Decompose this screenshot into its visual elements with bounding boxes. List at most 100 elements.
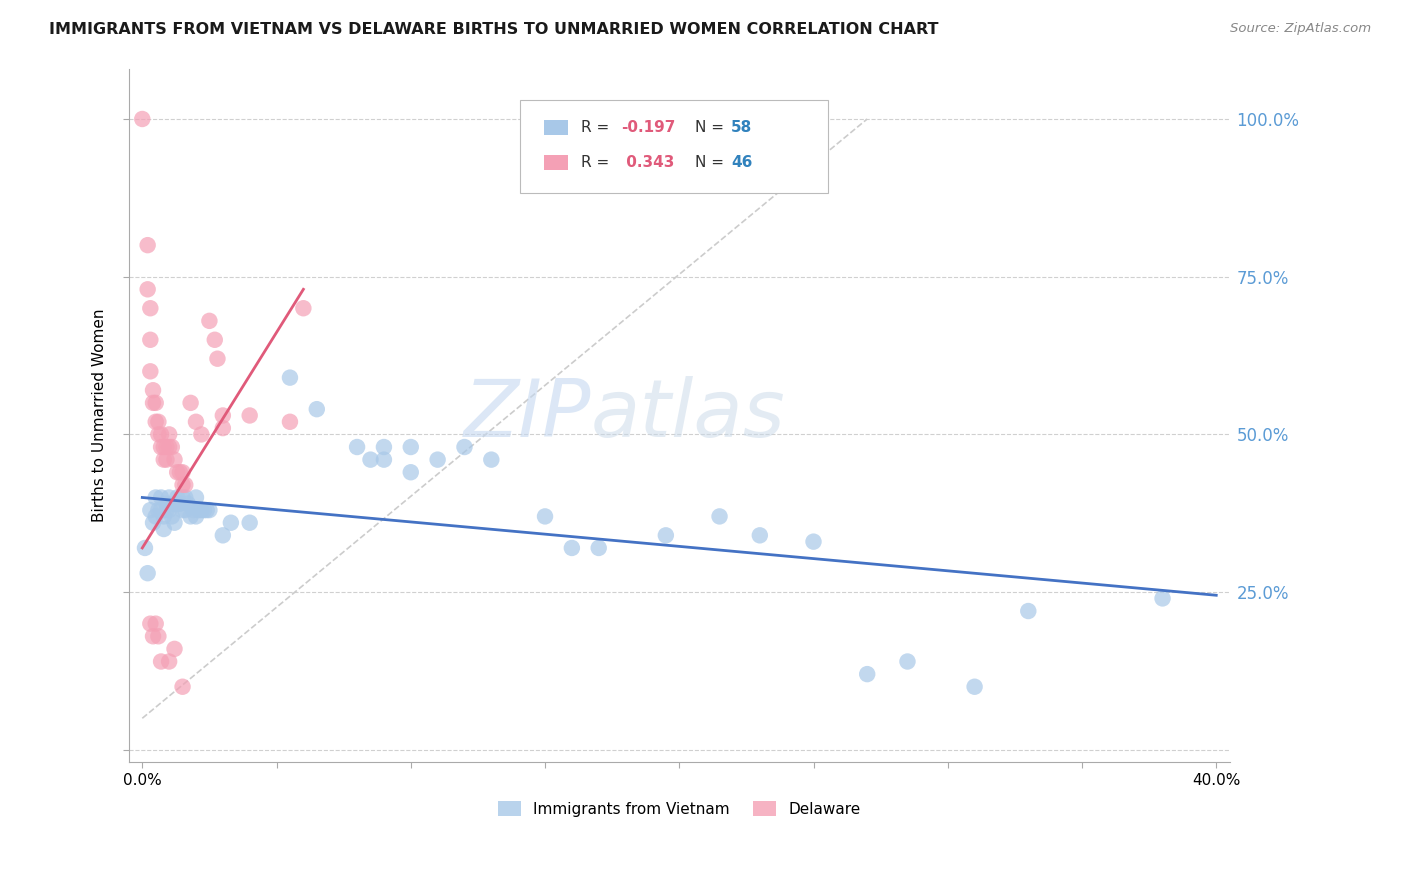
- Point: [180, 509, 202, 524]
- Text: R =: R =: [581, 120, 614, 135]
- Point: [172, 680, 194, 694]
- Point: [190, 503, 212, 517]
- Point: [145, 396, 167, 410]
- Point: [169, 497, 191, 511]
- Point: [150, 440, 173, 454]
- Text: 46: 46: [731, 154, 752, 169]
- Point: [172, 465, 194, 479]
- Point: [131, 112, 153, 126]
- Point: [479, 452, 502, 467]
- Point: [219, 516, 242, 530]
- FancyBboxPatch shape: [544, 120, 568, 135]
- Point: [896, 655, 918, 669]
- Point: [160, 509, 183, 524]
- Point: [174, 491, 197, 505]
- Point: [198, 503, 221, 517]
- Point: [163, 452, 186, 467]
- Point: [180, 396, 202, 410]
- Point: [150, 655, 173, 669]
- Point: [155, 452, 177, 467]
- Point: [139, 616, 162, 631]
- Point: [534, 509, 557, 524]
- Point: [172, 503, 194, 517]
- Point: [399, 440, 422, 454]
- Point: [145, 616, 167, 631]
- Point: [157, 503, 180, 517]
- Point: [152, 522, 174, 536]
- Y-axis label: Births to Unmarried Women: Births to Unmarried Women: [93, 309, 107, 522]
- Point: [150, 427, 173, 442]
- Point: [803, 534, 825, 549]
- Text: Source: ZipAtlas.com: Source: ZipAtlas.com: [1230, 22, 1371, 36]
- Point: [136, 282, 159, 296]
- Point: [148, 629, 170, 643]
- Point: [157, 491, 180, 505]
- Point: [139, 503, 162, 517]
- Point: [139, 333, 162, 347]
- Point: [278, 415, 301, 429]
- Point: [211, 421, 233, 435]
- Point: [139, 364, 162, 378]
- Text: atlas: atlas: [591, 376, 786, 455]
- Point: [166, 491, 188, 505]
- Point: [195, 503, 218, 517]
- Point: [148, 503, 170, 517]
- Point: [204, 333, 226, 347]
- Point: [150, 503, 173, 517]
- Point: [142, 516, 165, 530]
- Point: [155, 503, 177, 517]
- Point: [174, 503, 197, 517]
- Point: [963, 680, 986, 694]
- Point: [278, 370, 301, 384]
- Point: [198, 314, 221, 328]
- Point: [207, 351, 229, 366]
- Point: [157, 440, 180, 454]
- Point: [136, 566, 159, 581]
- Point: [561, 541, 583, 555]
- Point: [655, 528, 678, 542]
- Point: [748, 528, 770, 542]
- Point: [155, 440, 177, 454]
- Point: [346, 440, 368, 454]
- Point: [145, 509, 167, 524]
- Point: [152, 509, 174, 524]
- Point: [142, 396, 165, 410]
- Text: 58: 58: [731, 120, 752, 135]
- Point: [148, 427, 170, 442]
- Text: ZIP: ZIP: [464, 376, 591, 455]
- Text: 0.343: 0.343: [621, 154, 675, 169]
- Point: [163, 497, 186, 511]
- Point: [142, 629, 165, 643]
- Point: [193, 503, 215, 517]
- Point: [163, 516, 186, 530]
- Point: [190, 427, 212, 442]
- Point: [145, 415, 167, 429]
- Point: [292, 301, 315, 316]
- Point: [169, 465, 191, 479]
- Point: [360, 452, 382, 467]
- Text: IMMIGRANTS FROM VIETNAM VS DELAWARE BIRTHS TO UNMARRIED WOMEN CORRELATION CHART: IMMIGRANTS FROM VIETNAM VS DELAWARE BIRT…: [49, 22, 939, 37]
- Point: [239, 516, 262, 530]
- Point: [160, 440, 183, 454]
- Point: [145, 491, 167, 505]
- Point: [305, 402, 328, 417]
- Point: [588, 541, 610, 555]
- Point: [155, 497, 177, 511]
- Point: [150, 491, 173, 505]
- FancyBboxPatch shape: [544, 154, 568, 169]
- Point: [211, 528, 233, 542]
- FancyBboxPatch shape: [520, 100, 828, 194]
- Point: [177, 497, 200, 511]
- Point: [166, 465, 188, 479]
- Text: R =: R =: [581, 154, 614, 169]
- Point: [172, 478, 194, 492]
- Point: [163, 641, 186, 656]
- Point: [856, 667, 879, 681]
- Point: [152, 452, 174, 467]
- Point: [139, 301, 162, 316]
- Point: [181, 503, 204, 517]
- Point: [184, 509, 207, 524]
- Point: [136, 238, 159, 252]
- Point: [152, 440, 174, 454]
- Text: -0.197: -0.197: [621, 120, 675, 135]
